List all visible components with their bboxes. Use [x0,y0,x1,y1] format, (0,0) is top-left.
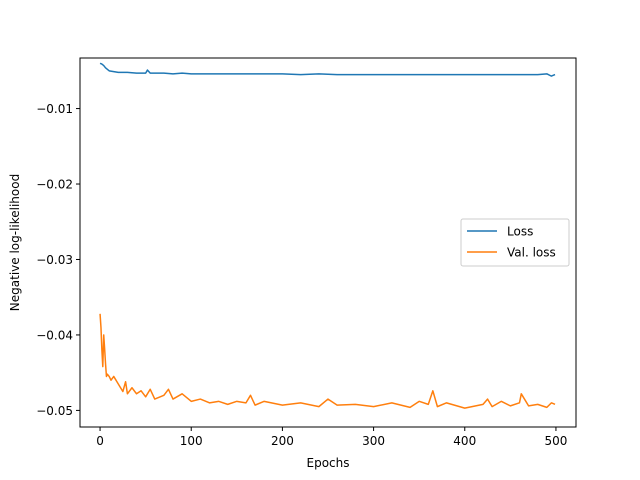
y-tick-label: −0.01 [36,102,73,116]
series-layer [99,62,556,409]
legend-label-val-loss: Val. loss [507,246,556,260]
y-tick-label: −0.04 [36,328,73,342]
x-tick-label: 400 [453,434,476,448]
legend-label-loss: Loss [507,225,533,239]
x-tick-label: 0 [96,434,104,448]
axes-frame [79,57,577,428]
x-tick-label: 300 [362,434,385,448]
x-tick-label: 200 [271,434,294,448]
y-tick-label: −0.02 [36,178,73,192]
y-axis: −0.01 −0.02 −0.03 −0.04 −0.05 [36,102,80,418]
x-tick-label: 500 [544,434,567,448]
legend: Loss Val. loss [460,218,570,267]
y-axis-label: Negative log-likelihood [8,174,22,311]
series-line-val-loss [99,313,556,409]
x-tick-label: 100 [180,434,203,448]
x-axis-label: Epochs [307,456,350,470]
y-tick-label: −0.05 [36,404,73,418]
series-line-loss [99,62,556,77]
x-axis: 0 100 200 300 400 500 [96,427,567,448]
y-tick-label: −0.03 [36,253,73,267]
